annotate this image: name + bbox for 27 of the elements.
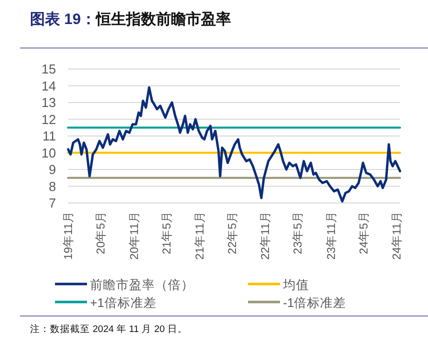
- chart-title: 图表 19：恒生指数前瞻市盈率: [30, 10, 231, 28]
- y-tick-label: 8: [48, 178, 56, 194]
- legend-label: 均值: [282, 278, 309, 292]
- text: 注：数据截至 2024 年 11 月 20 日。: [30, 323, 188, 335]
- y-tick-label: 7: [48, 196, 56, 210]
- x-tick-label: 21年5月: [160, 211, 174, 254]
- y-tick-label: 13: [42, 95, 56, 110]
- legend-label: -1倍标准差: [283, 296, 346, 310]
- x-tick-label: 20年5月: [94, 211, 108, 254]
- x-tick-label: 24年5月: [357, 211, 370, 254]
- x-tick-label: 21年11月: [193, 211, 206, 260]
- x-tick-label: 23年5月: [292, 211, 305, 254]
- x-tick-label: 20年11月: [128, 211, 141, 260]
- x-tick-label: 24年11月: [390, 211, 404, 260]
- legend-label: +1倍标准差: [90, 296, 156, 310]
- x-tick-label: 19年11月: [62, 211, 75, 260]
- line-series: [66, 86, 402, 203]
- y-tick-label: 10: [42, 145, 56, 160]
- legend-label: 前瞻市盈率（倍）: [90, 277, 194, 292]
- y-tick-label: 14: [42, 78, 56, 94]
- y-tick-label: 12: [42, 112, 56, 127]
- y-tick-label: 15: [42, 62, 56, 76]
- x-tick-label: 22年11月: [259, 211, 272, 260]
- y-tick-label: 9: [48, 162, 56, 177]
- x-tick-label: 23年11月: [324, 211, 338, 260]
- x-tick-label: 22年5月: [226, 211, 240, 254]
- y-tick-label: 11: [42, 128, 56, 144]
